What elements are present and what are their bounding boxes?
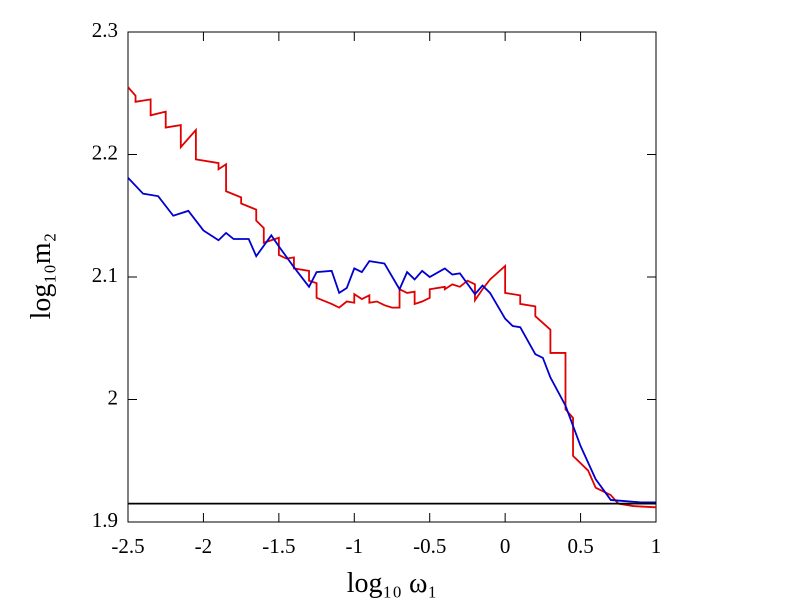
- y-tick-label: 1.9: [92, 508, 118, 532]
- x-tick-label: 1: [651, 534, 662, 558]
- y-axis-label: log₁₀m₂: [26, 233, 57, 320]
- x-tick-label: -2.5: [111, 534, 144, 558]
- x-tick-label: -1.5: [262, 534, 295, 558]
- x-tick-label: 0: [500, 534, 511, 558]
- y-tick-label: 2.2: [92, 140, 118, 164]
- series-line: [127, 177, 656, 504]
- y-tick-label: 2: [108, 385, 119, 409]
- x-axis-label: log₁₀ ω₁: [347, 568, 438, 599]
- x-tick-label: -1: [346, 534, 364, 558]
- y-tick-label: 2.3: [92, 18, 118, 42]
- x-tick-label: -2: [195, 534, 213, 558]
- series-line: [127, 86, 657, 509]
- x-tick-label: 0.5: [567, 534, 593, 558]
- y-tick-label: 2.1: [92, 263, 118, 287]
- x-tick-label: -0.5: [413, 534, 446, 558]
